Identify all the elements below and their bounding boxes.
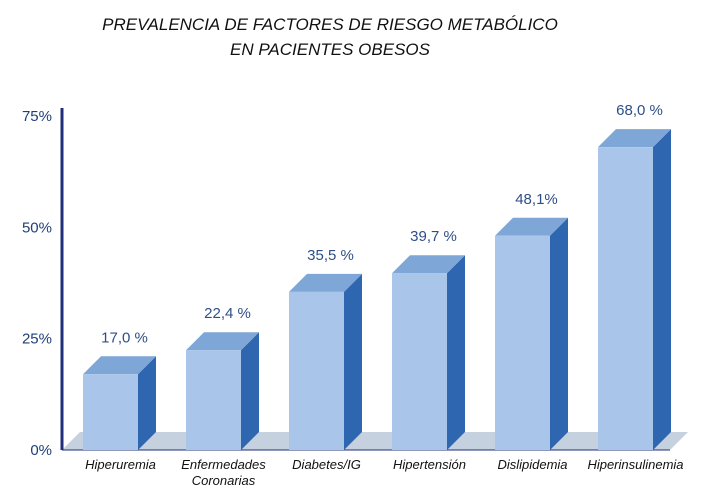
y-tick-label: 0% xyxy=(30,442,52,459)
bar-value-label: 22,4 % xyxy=(204,305,251,322)
category-label: Coronarias xyxy=(192,473,256,488)
bar xyxy=(495,217,568,450)
bar-top-face xyxy=(495,217,568,236)
bar-value-label: 35,5 % xyxy=(307,247,354,264)
chart-floor-plane xyxy=(62,432,688,450)
bar-top-face xyxy=(289,273,362,292)
category-label: Diabetes/IG xyxy=(292,457,361,472)
y-tick-label: 25% xyxy=(22,331,52,348)
bar-value-label: 48,1% xyxy=(515,191,558,208)
bar-side-face xyxy=(550,217,568,450)
bar-front-face xyxy=(186,350,241,450)
bar-top-face xyxy=(392,255,465,274)
bar xyxy=(83,356,156,450)
bars xyxy=(83,129,671,450)
bar xyxy=(186,332,259,450)
chart-title-line-1: PREVALENCIA DE FACTORES DE RIESGO METABÓ… xyxy=(102,15,558,34)
bar-front-face xyxy=(289,291,344,450)
y-tick-label: 75% xyxy=(22,108,52,125)
chart-axes xyxy=(60,108,670,451)
bar-value-label: 39,7 % xyxy=(410,228,457,245)
chart-floor xyxy=(62,432,688,450)
bar-side-face xyxy=(138,356,156,450)
bar-front-face xyxy=(392,273,447,450)
bar-side-face xyxy=(241,332,259,450)
bar-front-face xyxy=(598,147,653,450)
bar xyxy=(289,273,362,450)
category-label: Dislipidemia xyxy=(497,457,567,472)
bar-top-face xyxy=(83,356,156,375)
category-label: Enfermedades xyxy=(181,457,266,472)
bar-side-face xyxy=(653,129,671,450)
chart-title-line-2: EN PACIENTES OBESOS xyxy=(230,40,431,59)
bar-top-face xyxy=(186,332,259,351)
bar-value-label: 68,0 % xyxy=(616,102,663,119)
bar-value-label: 17,0 % xyxy=(101,329,148,346)
category-label: Hiperuremia xyxy=(85,457,156,472)
chart-labels: 0% 25% 50% 75% 17,0 % Hiperuremia 22,4 % Enferm… xyxy=(22,102,684,488)
bar-top-face xyxy=(598,129,671,148)
category-label: Hipertensión xyxy=(393,457,466,472)
bar xyxy=(598,129,671,450)
bar-front-face xyxy=(495,235,550,450)
bar-front-face xyxy=(83,374,138,450)
y-tick-label: 50% xyxy=(22,219,52,236)
bar-side-face xyxy=(344,273,362,450)
bar xyxy=(392,255,465,450)
category-label: Hiperinsulinemia xyxy=(587,457,683,472)
bar-side-face xyxy=(447,255,465,450)
